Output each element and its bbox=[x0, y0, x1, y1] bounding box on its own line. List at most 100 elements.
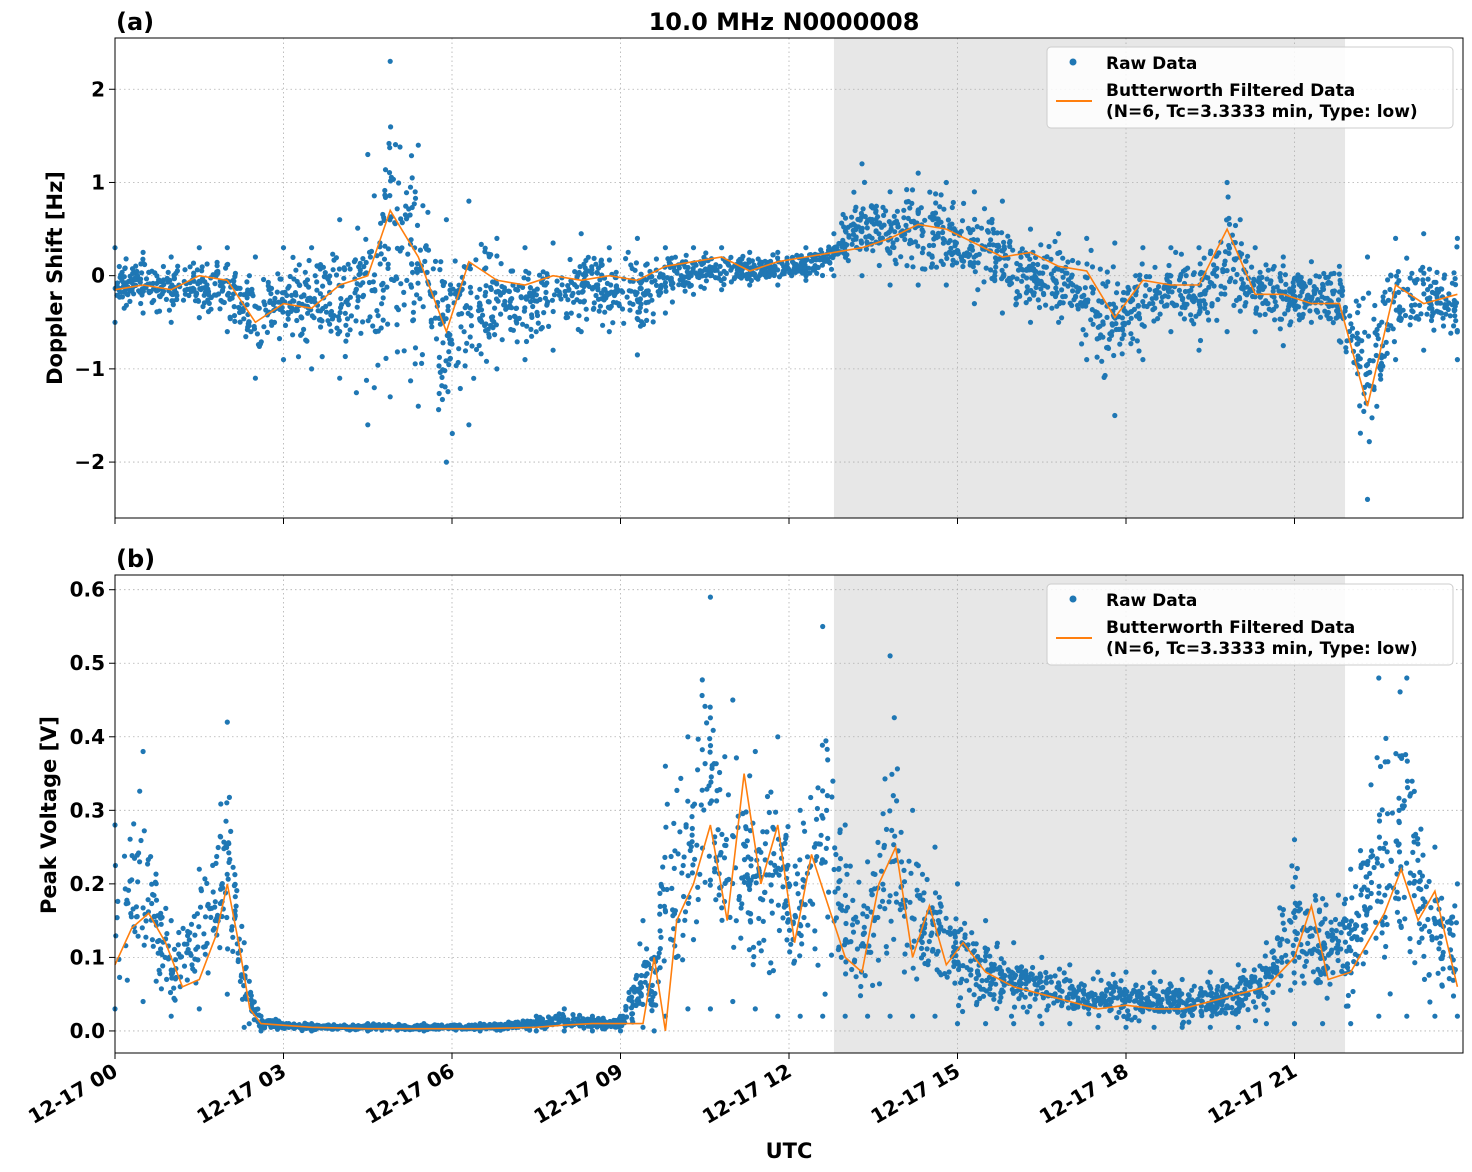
panel-a-raw-point bbox=[231, 313, 238, 319]
panel-a-raw-point bbox=[1112, 412, 1118, 419]
panel-a-raw-point bbox=[1215, 296, 1221, 303]
panel-a-raw-point bbox=[1209, 301, 1215, 307]
panel-a-raw-point bbox=[713, 262, 719, 268]
panel-b-raw-point bbox=[139, 925, 145, 931]
panel-a-raw-point bbox=[647, 292, 653, 298]
panel-b-raw-point bbox=[137, 788, 143, 794]
panel-b-raw-point bbox=[1024, 1009, 1030, 1015]
panel-a-raw-point bbox=[1046, 243, 1052, 250]
panel-a-raw-point bbox=[1410, 309, 1416, 315]
panel-a-raw-point bbox=[1330, 320, 1336, 326]
panel-a-raw-point bbox=[1053, 285, 1059, 291]
panel-a-raw-point bbox=[134, 273, 141, 279]
panel-a-raw-point bbox=[1060, 294, 1066, 300]
panel-a-raw-point bbox=[1189, 297, 1195, 303]
panel-a-raw-point bbox=[1290, 279, 1296, 286]
panel-a-raw-point bbox=[1041, 291, 1047, 298]
panel-a-raw-point bbox=[1074, 302, 1081, 309]
panel-a-raw-point bbox=[1196, 347, 1202, 353]
panel-b-raw-point bbox=[1315, 966, 1321, 973]
panel-a-raw-point bbox=[676, 282, 682, 288]
panel-a-raw-point bbox=[984, 228, 991, 234]
panel-a-raw-point bbox=[562, 293, 569, 299]
panel-a-raw-point bbox=[343, 322, 349, 328]
panel-b-raw-point bbox=[1395, 896, 1402, 902]
panel-a-raw-point bbox=[901, 215, 907, 221]
panel-b-raw-point bbox=[1104, 988, 1110, 994]
panel-a-raw-point bbox=[397, 144, 403, 150]
panel-a-raw-point bbox=[392, 142, 399, 148]
panel-b-raw-point bbox=[719, 917, 725, 923]
panel-b-raw-point bbox=[860, 931, 866, 938]
panel-a-raw-point bbox=[1152, 264, 1158, 270]
panel-b-raw-point bbox=[631, 984, 637, 990]
panel-a-raw-point bbox=[1378, 376, 1384, 382]
panel-a-raw-point bbox=[1020, 267, 1026, 273]
panel-a-raw-point bbox=[252, 375, 258, 381]
panel-a-raw-point bbox=[415, 142, 421, 148]
panel-b-raw-point bbox=[784, 937, 790, 943]
panel-b-raw-point bbox=[135, 933, 141, 939]
panel-a-raw-point bbox=[1260, 286, 1266, 292]
panel-a-raw-point bbox=[541, 310, 547, 316]
panel-a-raw-point bbox=[1186, 293, 1192, 299]
panel-b-raw-point bbox=[788, 941, 794, 947]
panel-a-raw-point bbox=[1139, 261, 1145, 267]
panel-a-raw-point bbox=[653, 282, 660, 288]
panel-a-raw-point bbox=[791, 265, 797, 271]
panel-a-raw-point bbox=[1257, 312, 1263, 318]
panel-a-raw-point bbox=[414, 292, 420, 298]
panel-a-raw-point bbox=[1353, 298, 1359, 304]
panel-a-raw-point bbox=[161, 288, 167, 294]
panel-a-raw-point bbox=[1425, 276, 1431, 282]
panel-a-raw-point bbox=[1201, 255, 1207, 261]
panel-b-raw-point bbox=[153, 897, 160, 903]
panel-a-raw-point bbox=[182, 287, 188, 293]
panel-a-raw-point bbox=[947, 225, 953, 231]
panel-b-raw-point bbox=[1450, 993, 1457, 999]
panel-a-raw-point bbox=[140, 288, 146, 294]
panel-b-raw-point bbox=[1362, 907, 1368, 913]
panel-a-raw-point bbox=[425, 209, 431, 215]
panel-a-raw-point bbox=[1121, 332, 1127, 338]
panel-b-raw-point bbox=[875, 957, 882, 963]
panel-b-raw-point bbox=[1045, 1003, 1051, 1009]
panel-b-raw-point bbox=[695, 884, 701, 890]
panel-a-raw-point bbox=[169, 298, 175, 304]
panel-b-raw-point bbox=[1376, 883, 1382, 889]
panel-b-raw-point bbox=[1293, 936, 1299, 943]
panel-a-raw-point bbox=[1081, 292, 1087, 298]
panel-a-raw-point bbox=[1417, 302, 1423, 308]
panel-a-raw-point bbox=[893, 261, 899, 267]
panel-b-raw-point bbox=[704, 720, 710, 726]
panel-b-raw-point bbox=[1056, 966, 1063, 972]
panel-a-raw-point bbox=[934, 235, 940, 241]
panel-a-raw-point bbox=[173, 290, 179, 296]
panel-a-raw-point bbox=[1214, 253, 1220, 259]
panel-a-raw-point bbox=[943, 282, 949, 288]
panel-b-raw-point bbox=[1040, 984, 1046, 991]
panel-b-raw-point bbox=[1008, 1013, 1015, 1019]
panel-a-raw-point bbox=[446, 362, 452, 368]
panel-b-raw-point bbox=[982, 958, 988, 964]
panel-a-raw-point bbox=[1121, 297, 1128, 303]
panel-a-raw-point bbox=[843, 229, 849, 235]
panel-b-raw-point bbox=[888, 918, 894, 924]
panel-a-raw-point bbox=[453, 363, 459, 369]
panel-a-raw-point bbox=[579, 282, 585, 288]
panel-b-raw-point bbox=[1170, 995, 1176, 1001]
panel-a-raw-point bbox=[265, 279, 271, 285]
panel-a-raw-point bbox=[407, 184, 414, 190]
panel-b-raw-point bbox=[1292, 914, 1298, 921]
panel-a-raw-point bbox=[468, 323, 475, 329]
panel-a-raw-point bbox=[446, 349, 452, 355]
panel-a-raw-point bbox=[1440, 323, 1447, 329]
panel-a-raw-point bbox=[1107, 331, 1113, 337]
panel-a-raw-point bbox=[323, 274, 329, 280]
panel-a-raw-point bbox=[1112, 240, 1118, 246]
panel-a-raw-point bbox=[1387, 286, 1393, 293]
panel-a-raw-point bbox=[1157, 311, 1163, 317]
panel-a-raw-point bbox=[1420, 277, 1426, 283]
panel-a-raw-point bbox=[975, 260, 981, 266]
panel-a-raw-point bbox=[1296, 312, 1302, 318]
